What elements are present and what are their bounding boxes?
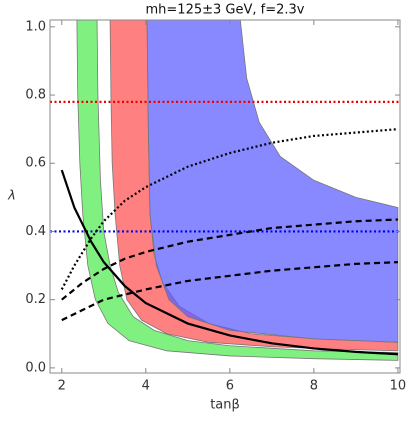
x-axis-label: tanβ: [210, 398, 240, 413]
chart-title: mh=125±3 GeV, f=2.3v: [146, 3, 305, 18]
x-tick-label: 10: [390, 379, 407, 394]
curve: [61, 261, 398, 322]
x-tick-label: 6: [226, 379, 234, 394]
curve: [60, 169, 398, 356]
y-tick-label: 1.0: [25, 19, 46, 34]
x-tick-label: 2: [58, 379, 66, 394]
plot-area: [50, 20, 400, 361]
y-tick-label: 0.6: [25, 156, 46, 171]
plot-frame: [49, 19, 401, 374]
band: [146, 20, 399, 343]
y-axis-label: λ: [7, 189, 16, 204]
y-tick-label: 0.4: [25, 224, 46, 239]
y-tick-label: 0.2: [25, 292, 46, 307]
y-tick-label: 0.8: [25, 88, 46, 103]
x-tick-label: 8: [310, 379, 318, 394]
x-tick-label: 4: [142, 379, 150, 394]
curve: [60, 128, 398, 290]
y-tick-label: 0.0: [25, 360, 46, 375]
axes: 2 4 6 8 10 0.0 0.2 0.4 0.6 0.8 1.0: [25, 19, 406, 393]
curve: [61, 218, 398, 301]
band: [76, 20, 399, 361]
band: [109, 20, 399, 352]
